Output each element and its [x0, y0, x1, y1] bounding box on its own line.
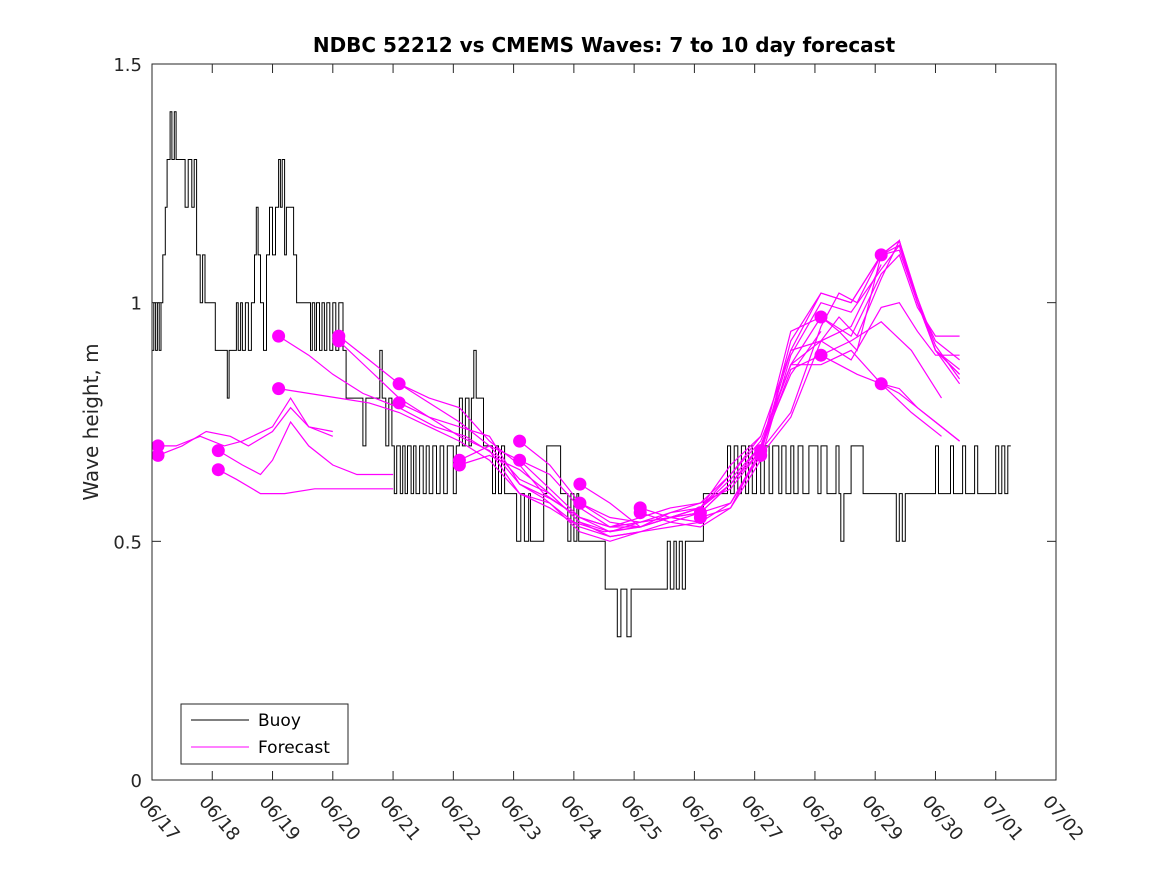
forecast-marker-10	[392, 396, 406, 410]
x-tick-label: 06/27	[737, 792, 786, 845]
forecast-series-line-26	[881, 383, 960, 442]
forecast-marker-4	[211, 463, 225, 477]
forecast-series-line-6	[278, 388, 641, 538]
x-tick-label: 06/28	[797, 792, 846, 845]
forecast-marker-8	[332, 334, 346, 348]
x-tick-label: 07/01	[978, 792, 1027, 845]
forecast-series-line-22	[760, 238, 961, 456]
forecast-marker-24	[814, 348, 828, 362]
forecast-marker-15	[573, 477, 587, 491]
forecast-series-line-3	[217, 420, 394, 476]
x-tick-label: 06/22	[436, 792, 485, 845]
legend-forecast-label: Forecast	[258, 738, 330, 758]
x-tick-label: 06/29	[857, 792, 906, 845]
forecast-marker-1	[151, 439, 165, 453]
forecast-series-line-2	[157, 406, 334, 456]
plot-frame	[152, 64, 1056, 780]
forecast-marker-2	[151, 448, 165, 462]
forecast-marker-23	[814, 310, 828, 324]
forecast-marker-12	[452, 458, 466, 472]
forecast-series-line-5	[278, 335, 641, 533]
forecast-series-line-4	[218, 469, 394, 495]
forecast-marker-14	[513, 453, 527, 467]
y-tick-label: 0	[131, 771, 142, 792]
forecast-series-line-1	[158, 396, 333, 447]
forecast-marker-26	[874, 377, 888, 391]
y-tick-label: 0.5	[113, 532, 142, 553]
x-tick-label: 06/17	[134, 792, 183, 845]
forecast-marker-9	[392, 377, 406, 391]
forecast-marker-16	[573, 496, 587, 510]
axes-box	[151, 63, 1057, 781]
legend-buoy-label: Buoy	[258, 711, 301, 731]
forecast-marker-25	[874, 248, 888, 262]
forecast-series-line-25	[880, 239, 961, 375]
x-tick-label: 07/02	[1038, 792, 1087, 845]
x-tick-label: 06/23	[496, 792, 545, 845]
x-tick-label: 06/19	[255, 792, 304, 845]
forecast-marker-5	[272, 329, 286, 343]
forecast-series-line-20	[700, 302, 960, 514]
legend: Buoy Forecast	[180, 703, 349, 765]
x-tick-label: 06/26	[677, 792, 726, 845]
forecast-marker-22	[754, 448, 768, 462]
chart-title: NDBC 52212 vs CMEMS Waves: 7 to 10 day f…	[313, 33, 896, 57]
forecast-marker-6	[272, 382, 286, 396]
x-tick-label: 06/20	[315, 792, 364, 845]
y-axis-label: Wave height, m	[79, 343, 103, 500]
forecast-marker-18	[633, 506, 647, 520]
forecast-marker-20	[693, 506, 707, 520]
series-layer	[151, 111, 1011, 638]
legend-box	[180, 703, 349, 765]
x-tick-label: 06/18	[194, 792, 243, 845]
x-tick-label: 06/24	[556, 792, 605, 845]
x-tick-label: 06/25	[616, 792, 665, 845]
buoy-series-line	[152, 111, 1011, 638]
x-tick-label: 06/21	[375, 792, 424, 845]
y-tick-label: 1.5	[113, 55, 142, 76]
forecast-marker-3	[211, 444, 225, 458]
x-tick-label: 06/30	[918, 792, 967, 845]
forecast-marker-13	[513, 434, 527, 448]
y-tick-label: 1	[131, 294, 142, 315]
